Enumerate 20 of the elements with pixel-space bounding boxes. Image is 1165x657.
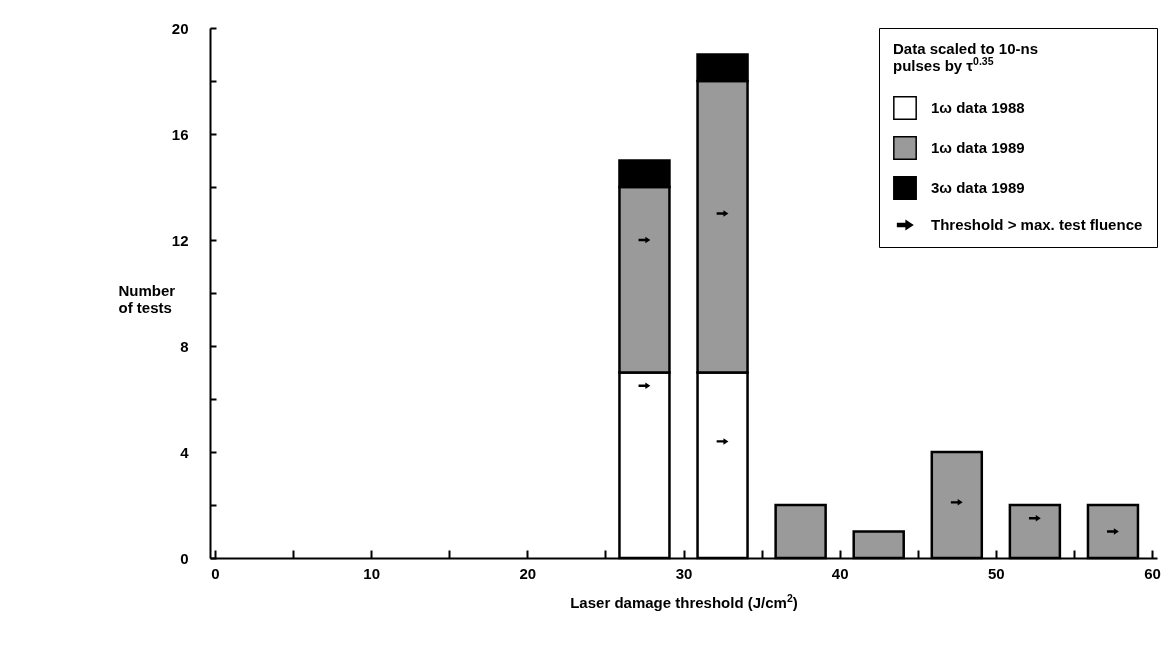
legend-label: Threshold > max. test fluence	[931, 216, 1143, 233]
x-tick-label: 60	[1144, 564, 1161, 582]
x-tick-label: 50	[987, 564, 1005, 582]
legend-title: Data scaled to 10-ns pulses by τ$^{0.35}$	[893, 40, 1039, 74]
x-axis-title: Laser damage threshold (J/cm$^{2}$)	[570, 591, 798, 611]
y-tick-label: 8	[180, 337, 189, 355]
x-tick-label: 10	[363, 564, 381, 582]
x-tick-label: 30	[675, 564, 693, 582]
legend-label: 1ω data 1988	[931, 99, 1025, 116]
y-tick-label: 12	[171, 231, 189, 249]
x-tick-label: 0	[211, 564, 220, 582]
x-tick-label: 40	[831, 564, 849, 582]
legend-label: 3ω data 1989	[931, 179, 1025, 196]
legend-label: 1ω data 1989	[931, 139, 1025, 156]
y-axis-title: Number of tests	[118, 281, 176, 316]
x-tick-label: 20	[519, 564, 537, 582]
y-tick-label: 20	[171, 19, 189, 37]
y-tick-label: 4	[180, 443, 190, 461]
y-tick-label: 0	[180, 549, 189, 567]
y-tick-label: 16	[171, 125, 189, 143]
